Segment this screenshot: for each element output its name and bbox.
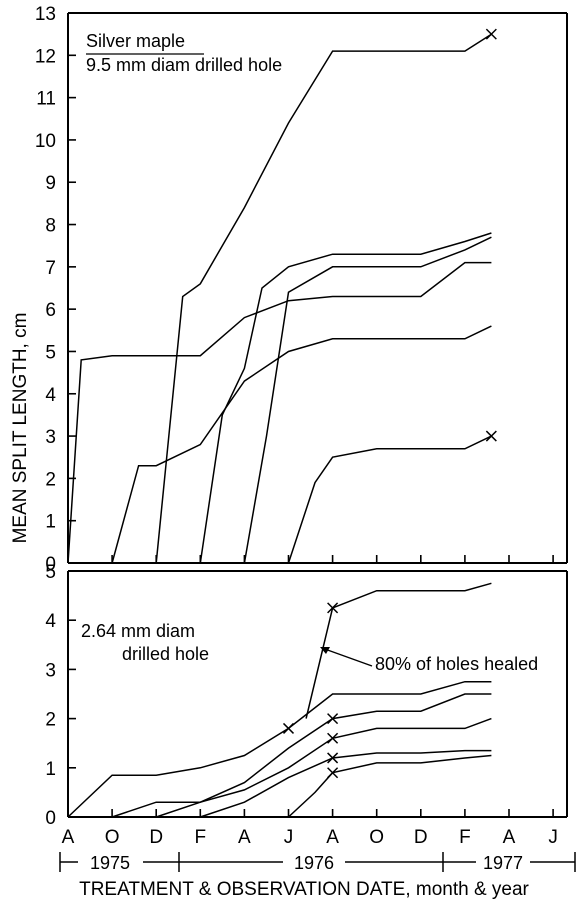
top-y-tick-label: 11	[36, 89, 56, 110]
top-y-tick-label: 9	[45, 173, 56, 194]
top-y-tick-label: 0	[45, 554, 56, 575]
bottom-y-tick-label: 4	[45, 611, 56, 632]
bottom-series-marker	[327, 713, 339, 725]
bottom-y-tick-label: 2	[45, 710, 56, 731]
top-series-line-1	[67, 261, 492, 564]
top-y-tick-label: 3	[45, 427, 56, 448]
bottom-series-marker	[327, 732, 339, 744]
bottom-series-line-2	[111, 693, 492, 818]
x-tick-label: J	[548, 827, 558, 848]
x-tick-label: D	[414, 827, 428, 848]
top-series-line-3	[155, 33, 492, 564]
bottom-series-line-5	[287, 754, 492, 818]
bottom-series-marker	[327, 767, 339, 779]
x-tick-label: F	[459, 827, 471, 848]
bottom-panel-frame	[67, 570, 568, 817]
y-axis-label: MEAN SPLIT LENGTH, cm	[10, 313, 31, 544]
top-y-tick-label: 1	[45, 512, 56, 533]
top-y-tick-label: 13	[35, 4, 56, 25]
top-y-tick-label: 6	[45, 300, 56, 321]
bottom-y-tick-label: 3	[45, 660, 56, 681]
top-y-tick-label: 10	[35, 131, 56, 152]
bottom-title: 2.64 mm diam	[81, 621, 195, 641]
bottom-series-line-1	[67, 680, 492, 818]
bottom-series-marker	[327, 602, 339, 614]
x-tick-label: A	[326, 827, 339, 848]
x-tick-label: D	[149, 827, 163, 848]
top-y-tick-label: 12	[35, 46, 56, 67]
bottom-series-marker	[327, 752, 339, 764]
year-label-1977: 1977	[483, 853, 523, 873]
top-y-tick-label: 2	[45, 469, 56, 490]
bottom-panel: 0 1 2 3 4 5 A O D F A J A O D F A J 2.64 mm diam drilled…	[45, 562, 568, 848]
annotation-arrow	[321, 647, 373, 667]
top-series-end-marker	[485, 28, 497, 40]
year-label-1976: 1976	[294, 853, 334, 873]
x-tick-label: A	[503, 827, 516, 848]
x-axis-label: TREATMENT & OBSERVATION DATE, month & ye…	[79, 879, 529, 900]
bottom-y-tick-label: 0	[45, 808, 56, 829]
bottom-series-line-3	[155, 717, 492, 818]
bottom-series-marker	[282, 722, 295, 734]
top-y-tick-label: 7	[45, 258, 56, 279]
bottom-y-tick-label: 1	[45, 759, 56, 780]
annotation-arrow-head	[320, 647, 330, 654]
bottom-y-tick-label: 5	[45, 562, 56, 583]
year-label-1975: 1975	[90, 853, 130, 873]
annotation-text: 80% of holes healed	[375, 654, 538, 674]
top-series-line-5	[243, 236, 492, 564]
x-tick-label: A	[62, 827, 75, 848]
top-y-tick-label: 5	[45, 342, 56, 363]
top-y-tick-label: 4	[45, 385, 56, 406]
top-title: Silver maple	[86, 31, 185, 51]
bottom-subtitle: drilled hole	[122, 644, 209, 664]
year-band: 1975 1976 1977	[59, 852, 576, 873]
top-series-line-2	[111, 325, 492, 564]
top-panel-frame	[67, 12, 568, 563]
x-tick-label: A	[238, 827, 251, 848]
bottom-series-line-4	[200, 749, 492, 818]
x-tick-label: J	[284, 827, 294, 848]
top-series-line-4	[199, 232, 492, 564]
top-subtitle: 9.5 mm diam drilled hole	[86, 55, 282, 75]
top-series-end-marker	[485, 430, 497, 442]
x-tick-label: O	[105, 827, 120, 848]
x-tick-label: F	[194, 827, 206, 848]
x-tick-label: O	[369, 827, 384, 848]
top-series-line-6	[287, 435, 492, 564]
top-y-tick-label: 8	[45, 216, 56, 237]
bottom-series-line-6	[305, 582, 492, 719]
